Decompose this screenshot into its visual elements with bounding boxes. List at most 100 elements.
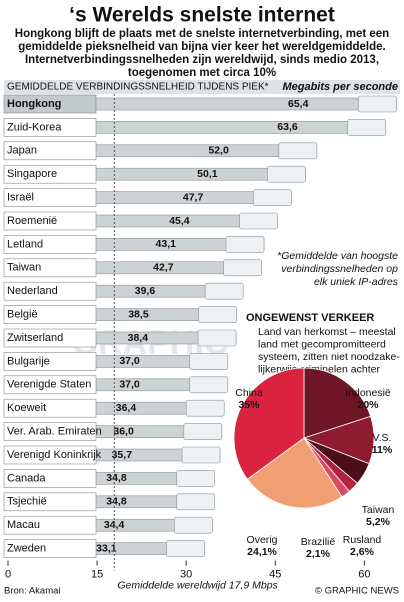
value-label: 52,0 (208, 145, 229, 157)
label-box (3, 469, 97, 488)
value-label: 43,1 (156, 238, 177, 250)
pie-slice (246, 437, 343, 509)
category-label: Israël (7, 192, 34, 204)
value-label: 39,6 (135, 285, 156, 297)
value-label: 37,0 (119, 379, 140, 391)
label-box (3, 445, 97, 465)
pie-description: land met gecompromitteerd (258, 338, 386, 350)
label-box (3, 492, 97, 512)
value-label: 36,0 (113, 425, 134, 437)
x-tick-label: 0 (5, 569, 11, 581)
pie-value-label: 24,1% (247, 546, 277, 558)
category-label: Bulgarije (7, 355, 50, 367)
bar-plug (225, 236, 265, 253)
category-label: Verenigd Koninkrijk (7, 449, 102, 461)
label-box (3, 539, 97, 558)
bar-plug (347, 119, 387, 136)
footnote: *Gemiddelde van hoogste (277, 250, 398, 262)
pie-label: China (235, 387, 263, 399)
bar-plug (189, 376, 229, 394)
value-label: 45,4 (169, 215, 190, 227)
category-label: Singapore (7, 168, 57, 180)
value-label: 33,1 (96, 542, 117, 554)
bar-plug (204, 282, 244, 300)
bar-plug (189, 353, 229, 370)
label-box (3, 258, 97, 278)
label-box (3, 281, 97, 301)
value-label: 47,7 (183, 191, 204, 203)
category-label: Nederland (7, 285, 58, 297)
label-box (3, 328, 97, 348)
category-label: Zweden (7, 543, 46, 555)
source: Bron: Akamai (4, 586, 61, 597)
category-label: Koeweit (7, 402, 46, 414)
label-box (3, 515, 97, 535)
label-box (3, 141, 97, 161)
bar-plug (166, 540, 205, 557)
bar-plug (267, 165, 306, 183)
label-box (3, 398, 97, 418)
pie-slice (303, 367, 372, 439)
footnote: verbindingssnelheden op (281, 263, 398, 275)
x-tick-label: 45 (269, 569, 281, 581)
pie-value-label: 2,1% (306, 548, 331, 560)
chart-title: ‘s Werelds snelste internet (69, 4, 335, 27)
category-label: Zwitserland (7, 332, 63, 344)
pie-label: V.S. (373, 432, 392, 444)
heading-band (4, 80, 400, 94)
bar-plug (253, 189, 292, 206)
pie-slice (233, 367, 305, 480)
bar-plug (197, 329, 237, 347)
pie-value-label: 20% (357, 399, 379, 411)
category-label: Hongkong (7, 98, 61, 110)
label-box (3, 211, 97, 231)
value-label: 38,4 (128, 332, 149, 344)
pie-label: Brazilië (301, 536, 336, 548)
category-label: Japan (7, 145, 37, 157)
heading: GEMIDDELDE VERBINDINGSSNELHEID TIJDENS P… (7, 82, 269, 93)
bar-plug (176, 493, 215, 511)
value-label: 42,7 (153, 262, 174, 274)
value-label: 38,5 (128, 308, 149, 320)
label-box (3, 188, 97, 207)
pie-description: Land van herkomst – meestal (258, 326, 396, 338)
category-label: Macau (7, 519, 40, 531)
bar-plug (185, 399, 225, 417)
pie-label: Indonesië (345, 387, 391, 399)
bar-plug (181, 446, 221, 464)
credit: © GRAPHIC NEWS (315, 586, 399, 597)
bar-plug (174, 516, 213, 534)
label-box (3, 164, 97, 184)
category-label: België (7, 309, 38, 321)
value-label: 36,4 (116, 402, 137, 414)
bar-plug (183, 423, 223, 440)
pie-value-label: 2,6% (350, 546, 375, 558)
pie-value-label: 5,2% (366, 516, 391, 528)
unit-label: Megabits per seconde (282, 81, 398, 93)
label-box (3, 422, 97, 441)
label-box (3, 94, 97, 114)
category-label: Tsjechië (7, 496, 47, 508)
label-box (3, 235, 97, 254)
pie-description: systeem, zitten niet noodzake- (258, 351, 400, 363)
subtitle: Hongkong blijft de plaats met de snelste… (15, 28, 389, 40)
pie-value-label: 11% (372, 444, 393, 456)
bar-plug (176, 470, 215, 487)
label-box (3, 375, 97, 395)
category-label: Zuid-Korea (7, 121, 62, 133)
category-label: Ver. Arab. Emiraten (7, 426, 102, 438)
pie-label: Rusland (343, 534, 382, 546)
pie-label: Taiwan (362, 504, 395, 516)
value-label: 65,4 (288, 98, 309, 110)
category-label: Letland (7, 238, 43, 250)
bar-plug (223, 259, 262, 277)
value-label: 50,1 (197, 168, 218, 180)
footnote: elk uniek IP-adres (314, 276, 399, 288)
subtitle: Internetverbindingssnelheden zijn wereld… (25, 54, 379, 66)
value-label: 34,4 (104, 519, 125, 531)
subtitle: gemiddelde pieksnelheid van bijna vier k… (18, 41, 385, 53)
x-tick-label: 15 (91, 569, 103, 581)
bar-plug (278, 142, 318, 160)
category-label: Roemenië (7, 215, 57, 227)
